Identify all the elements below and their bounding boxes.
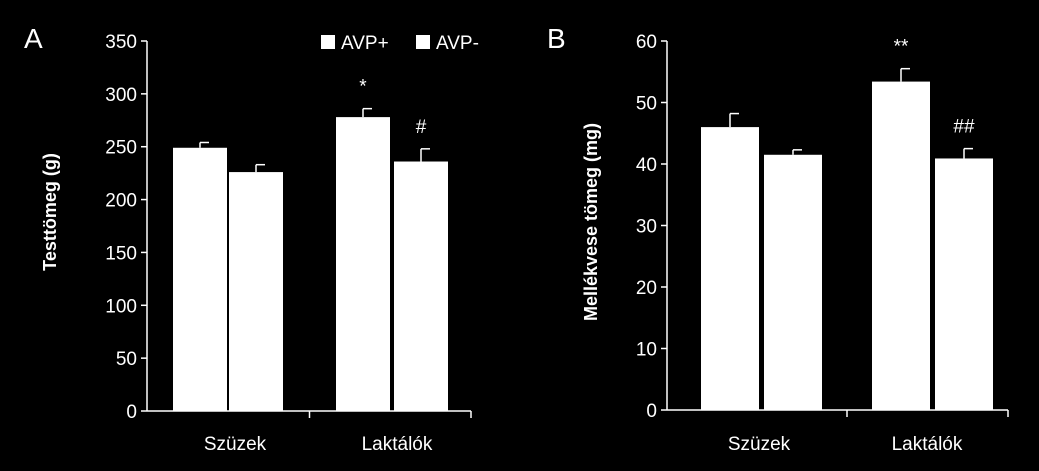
x-tick-label-b: Laktálók <box>892 434 963 455</box>
panel-a: A Testtömeg (g) AVP+ AVP- 0 50 100 150 200 25… <box>24 23 479 455</box>
y-tick-label-b: 30 <box>636 217 657 238</box>
legend-label-avp-plus: AVP+ <box>341 33 389 54</box>
bar-a <box>336 117 390 411</box>
y-tick-label-b: 10 <box>636 340 657 361</box>
y-tick-label-a: 250 <box>105 138 137 159</box>
y-tick-label-a: 300 <box>105 85 137 106</box>
significance-marker-a: * <box>359 77 367 98</box>
y-tick-label-a: 0 <box>126 402 137 423</box>
y-axis-label-b: Mellékvese tömeg (mg) <box>581 123 601 321</box>
panel-b: B Mellékvese tömeg (mg) 0 10 20 30 40 50 60 Szü… <box>547 23 1009 455</box>
y-tick-label-a: 200 <box>105 191 137 212</box>
bar-b <box>764 154 822 410</box>
bar-a <box>229 172 283 411</box>
panel-label-b: B <box>547 23 566 54</box>
y-tick-label-b: 40 <box>636 155 657 176</box>
x-tick-label-a: Szüzek <box>204 434 267 455</box>
bar-b <box>935 158 993 410</box>
y-tick-label-b: 60 <box>636 32 657 53</box>
legend-label-avp-minus: AVP- <box>436 33 479 54</box>
y-tick-label-b: 50 <box>636 94 657 115</box>
panel-label-a: A <box>24 23 43 54</box>
y-tick-label-a: 150 <box>105 243 137 264</box>
significance-marker-b: ** <box>894 37 909 58</box>
y-axis-label-a: Testtömeg (g) <box>40 153 60 271</box>
significance-marker-a: # <box>416 117 427 138</box>
bar-b <box>872 81 930 410</box>
significance-marker-b: ## <box>953 117 975 138</box>
x-tick-label-a: Laktálók <box>362 434 433 455</box>
y-tick-label-b: 20 <box>636 278 657 299</box>
y-tick-label-a: 50 <box>116 349 137 370</box>
legend-swatch-avp-plus <box>321 35 335 49</box>
legend-swatch-avp-minus <box>416 35 430 49</box>
x-tick-label-b: Szüzek <box>728 434 791 455</box>
y-tick-label-a: 350 <box>105 32 137 53</box>
bar-a <box>394 161 448 411</box>
y-tick-label-b: 0 <box>646 401 657 422</box>
bar-b <box>701 127 759 410</box>
y-tick-label-a: 100 <box>105 296 137 317</box>
bar-a <box>173 147 227 411</box>
legend: AVP+ AVP- <box>321 33 479 54</box>
